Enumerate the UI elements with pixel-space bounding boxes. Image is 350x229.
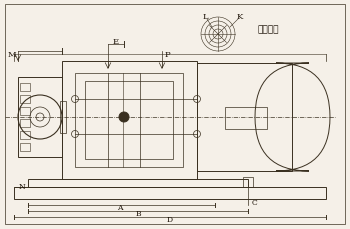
Bar <box>20 120 30 128</box>
Bar <box>20 84 30 92</box>
Text: E: E <box>113 38 119 46</box>
Text: 吸排气口: 吸排气口 <box>258 25 280 34</box>
Bar <box>75 74 183 167</box>
Text: P: P <box>165 51 171 59</box>
Text: M: M <box>7 51 16 59</box>
Bar <box>225 108 267 129</box>
Bar <box>14 187 326 199</box>
Text: L: L <box>202 13 208 21</box>
Bar <box>20 131 30 139</box>
Text: D: D <box>167 215 173 223</box>
Bar <box>197 64 292 171</box>
Text: N: N <box>19 182 26 190</box>
Bar <box>85 82 173 159</box>
Bar <box>28 179 248 187</box>
Bar <box>20 143 30 151</box>
Bar <box>20 108 30 115</box>
Circle shape <box>119 112 129 123</box>
Bar <box>18 78 62 157</box>
Text: C: C <box>252 198 258 206</box>
Bar <box>60 101 66 134</box>
Text: B: B <box>135 209 141 217</box>
Bar <box>243 177 253 187</box>
Text: K: K <box>237 13 243 21</box>
Bar <box>62 62 197 179</box>
Bar <box>20 95 30 104</box>
Text: A: A <box>117 203 123 211</box>
